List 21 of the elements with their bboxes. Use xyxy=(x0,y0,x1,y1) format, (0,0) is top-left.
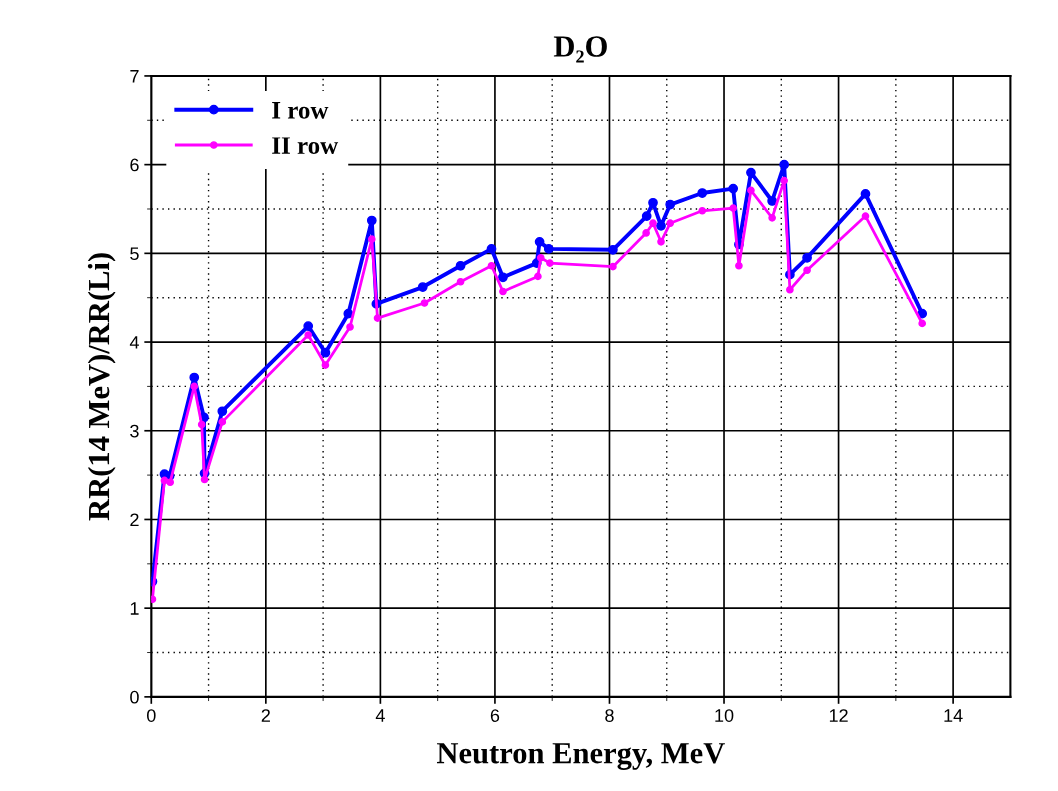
y-tick-label: 2 xyxy=(130,513,139,526)
x-tick-label: 4 xyxy=(375,709,385,722)
x-tick-label: 2 xyxy=(261,709,270,722)
legend-label: I row xyxy=(272,102,329,119)
x-tick-label: 8 xyxy=(605,709,614,722)
chart-title: D₂O xyxy=(553,36,607,63)
y-tick-label: 1 xyxy=(130,602,139,615)
legend-label: II row xyxy=(272,137,339,155)
x-axis-title: Neutron Energy, MeV xyxy=(436,743,725,770)
y-tick-label: 4 xyxy=(129,336,139,349)
x-tick-label: 14 xyxy=(944,709,963,722)
y-tick-label: 6 xyxy=(130,158,139,172)
y-axis-title: RR(14 MeV)/RR(Li) xyxy=(87,253,116,521)
x-tick-label: 6 xyxy=(490,709,500,722)
y-tick-label: 3 xyxy=(130,424,139,438)
x-tick-label: 12 xyxy=(829,709,848,722)
x-tick-label: 0 xyxy=(146,709,156,722)
y-tick-label: 7 xyxy=(130,70,139,83)
y-tick-label: 5 xyxy=(130,247,139,261)
x-tick-label: 10 xyxy=(715,709,734,722)
y-tick-label: 0 xyxy=(130,690,139,704)
